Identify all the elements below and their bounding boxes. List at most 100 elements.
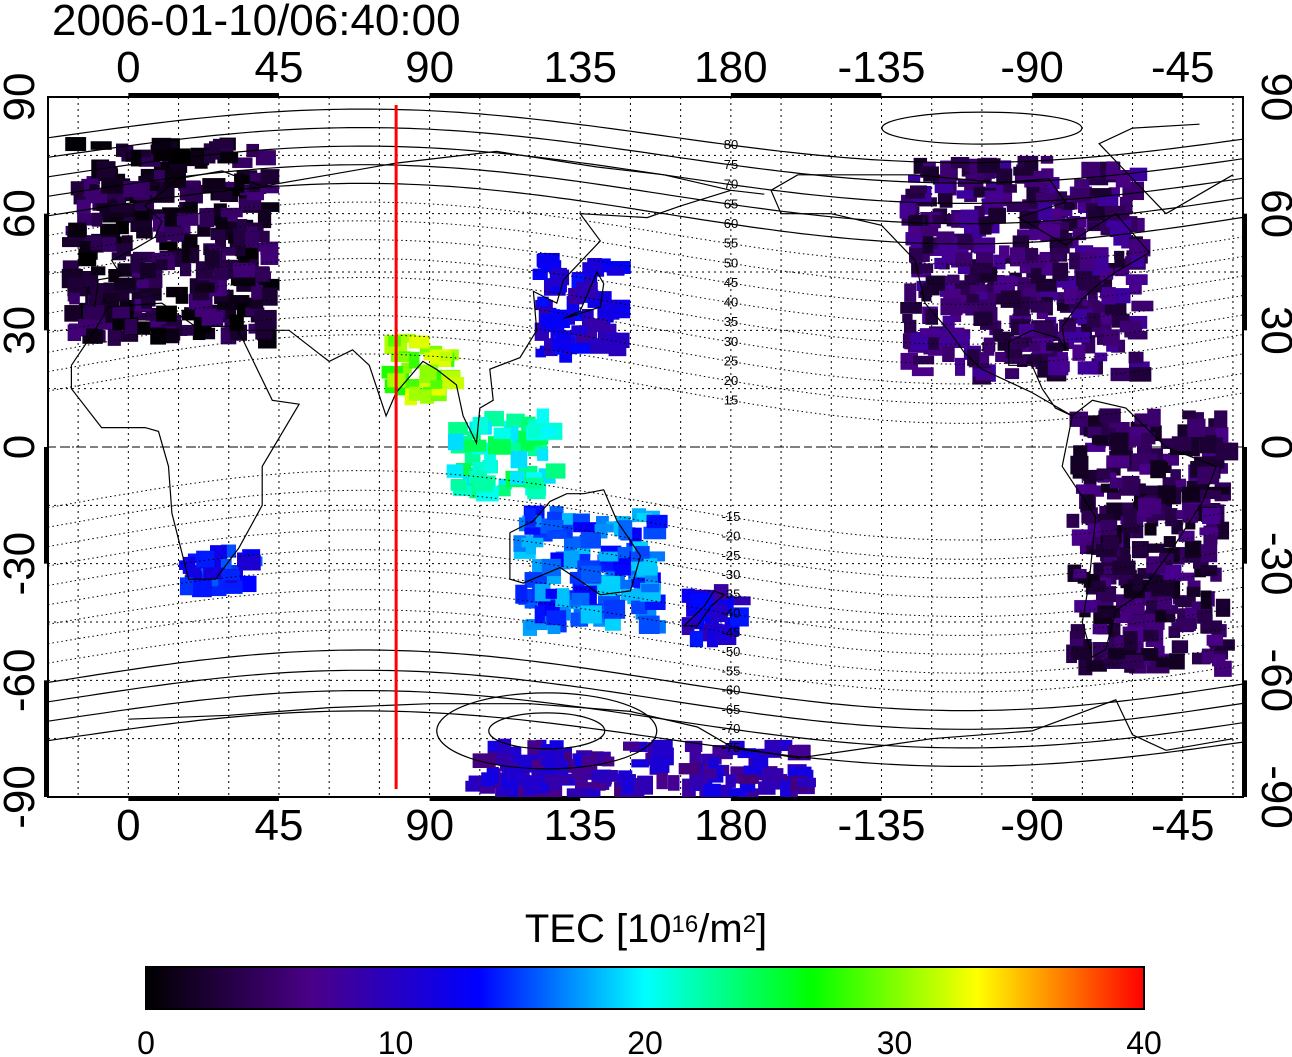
tec-cell [590, 338, 613, 354]
tec-cell [78, 248, 97, 267]
tec-cell [1079, 538, 1091, 554]
tec-cell [545, 588, 557, 599]
tec-cell [217, 301, 238, 310]
contour-line [48, 164, 1243, 225]
colorbar-bar [145, 966, 1145, 1010]
contour-line [48, 470, 1243, 541]
tec-cell [1041, 264, 1059, 275]
tec-cell [487, 740, 502, 754]
tec-cell [233, 262, 256, 278]
tec-cell [728, 596, 751, 606]
tec-cell [571, 332, 593, 343]
tec-cell [1084, 484, 1096, 503]
tec-cell [260, 169, 280, 185]
tec-cell [182, 324, 194, 336]
tec-cell [68, 222, 87, 238]
tec-cell [1106, 455, 1130, 468]
top-lon-tick: 0 [116, 43, 140, 92]
tec-cell [1165, 508, 1178, 527]
tec-cell [236, 247, 258, 260]
coastline-path [70, 302, 301, 580]
tec-cell [942, 345, 955, 362]
tec-cell [549, 267, 567, 287]
tec-cell [909, 247, 923, 262]
tec-cell [235, 246, 246, 257]
tec-cell [1056, 302, 1070, 311]
tec-cell [1121, 234, 1132, 249]
tec-cell [580, 605, 602, 624]
tec-cell [1178, 572, 1195, 581]
tec-cell [714, 630, 728, 642]
tec-cell [921, 284, 932, 302]
tec-cell [993, 275, 1015, 294]
border-segment [128, 93, 279, 97]
right-lat-tick: 60 [1252, 189, 1292, 238]
tec-cell [152, 213, 165, 232]
coastline-path [683, 590, 726, 627]
tec-cell [899, 200, 916, 219]
tec-cell [1184, 540, 1202, 558]
contour-label: 20 [724, 373, 738, 388]
tec-cell [1085, 442, 1106, 452]
tec-cell [251, 266, 270, 283]
tec-cell [430, 380, 447, 389]
tec-cell [1179, 530, 1195, 542]
colorbar-title: TEC [1016/m2] [0, 906, 1292, 952]
tec-cell [175, 294, 189, 304]
tec-cell [1028, 341, 1041, 352]
tec-cell [493, 427, 511, 440]
tec-cell [1199, 490, 1222, 500]
tec-cell [561, 773, 580, 786]
tec-cell [1081, 494, 1095, 511]
tec-cell [129, 309, 143, 319]
tec-cell [1053, 253, 1065, 262]
tec-cell [1153, 645, 1165, 656]
tec-cell [82, 304, 105, 320]
tec-cell [956, 190, 974, 199]
tec-cell [62, 260, 79, 270]
tec-cell [546, 610, 567, 626]
tec-cell [112, 306, 130, 319]
tec-cell [142, 298, 156, 307]
tec-cell [1000, 331, 1011, 340]
tec-cell [1138, 498, 1162, 515]
tec-cell [121, 235, 133, 251]
tec-cell [498, 738, 512, 754]
tec-cell [707, 627, 719, 648]
contour-line [48, 145, 1243, 204]
tec-cell [537, 448, 549, 461]
magnetic-latitude-contours: 80 75 70 65 60 55 50 45 40 35 30 25 20 15 -15 -20 -25 -30… [48, 108, 1243, 770]
tec-cell [1063, 317, 1076, 326]
tec-cell [199, 208, 215, 228]
tec-cell [236, 219, 248, 232]
tec-cell [923, 161, 936, 170]
tec-cell [1114, 250, 1125, 260]
tec-cell [645, 551, 666, 562]
tec-cell [618, 770, 633, 781]
tec-cell [965, 299, 979, 316]
tec-cell [481, 772, 495, 787]
tec-cell [776, 775, 792, 785]
tec-cell [1191, 652, 1211, 665]
tec-cell [913, 355, 935, 365]
coastline-path [509, 489, 642, 596]
tec-cell [975, 291, 988, 300]
contour-line [48, 710, 1243, 767]
colorbar-label-suffix: ] [756, 907, 768, 951]
tec-cell [542, 572, 562, 585]
tec-cell [181, 234, 198, 249]
tec-cell [192, 328, 206, 341]
tec-cell [1074, 600, 1098, 613]
tec-cell [1010, 338, 1026, 349]
tec-cell [620, 588, 644, 601]
colorbar-tick: 20 [627, 1025, 663, 1057]
tec-cell [1168, 626, 1181, 638]
tec-cell [150, 327, 167, 345]
tec-cell [1215, 639, 1235, 651]
bottom-lon-tick: -135 [837, 801, 925, 850]
bottom-lon-tick: 90 [405, 801, 454, 850]
tec-cell [1095, 650, 1106, 665]
tec-cell [1100, 520, 1118, 536]
tec-cell [259, 185, 280, 194]
tec-cell [448, 433, 464, 451]
